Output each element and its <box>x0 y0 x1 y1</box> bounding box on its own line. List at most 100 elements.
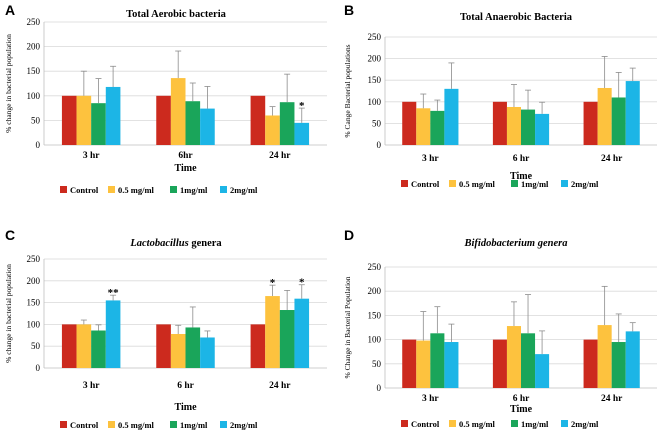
legend-swatch <box>401 180 408 187</box>
legend-swatch <box>60 186 67 193</box>
bar-control <box>61 95 77 145</box>
y-axis-label: % change in bacterial population <box>4 34 13 133</box>
bar-control <box>492 101 507 145</box>
bar-control <box>402 339 417 388</box>
bar-control <box>250 324 266 368</box>
legend-label: 0.5 mg/ml <box>459 419 496 429</box>
bar-1mg-ml <box>185 327 201 368</box>
legend-label: 1mg/ml <box>180 185 208 195</box>
chart-title-italic: Lactobacillus <box>129 238 188 249</box>
bar-0-5-mg-ml <box>416 340 431 388</box>
x-tick-label: 3 hr <box>83 151 100 161</box>
bar-1mg-ml <box>91 330 106 368</box>
bar-1mg-ml <box>611 342 626 388</box>
y-tick-label: 50 <box>372 359 382 369</box>
bar-0-5-mg-ml <box>76 95 92 145</box>
panel-letter: D <box>344 227 354 243</box>
bar-2mg-ml <box>535 354 550 388</box>
bar-1mg-ml <box>185 101 201 145</box>
y-axis-label: % change in bacterial population <box>4 264 13 363</box>
y-tick-label: 0 <box>377 383 382 393</box>
y-axis-label: % Cange Bacterial populations <box>343 44 352 137</box>
bar-2mg-ml <box>294 298 310 368</box>
bar-1mg-ml <box>279 310 295 368</box>
legend-label: 0.5 mg/ml <box>459 179 496 189</box>
legend-swatch <box>220 186 227 193</box>
legend: Control 0.5 mg/ml 1mg/ml 2mg/ml <box>60 420 258 430</box>
bar-1mg-ml <box>430 333 445 388</box>
y-tick-label: 200 <box>27 42 41 52</box>
panel-letter: A <box>5 2 15 18</box>
y-tick-label: 100 <box>368 335 382 345</box>
y-tick-label: 150 <box>368 310 382 320</box>
bar-1mg-ml <box>91 103 106 145</box>
bar-1mg-ml <box>521 333 536 388</box>
x-axis-label: Time <box>510 171 533 182</box>
legend-label: 2mg/ml <box>230 185 258 195</box>
legend-swatch <box>561 180 568 187</box>
bar-0-5-mg-ml <box>265 296 280 368</box>
y-tick-label: 0 <box>36 363 41 373</box>
panel-letter: C <box>5 227 15 243</box>
y-tick-label: 250 <box>368 32 382 42</box>
legend-swatch <box>220 421 227 428</box>
chart-title: Bifidobacterium genera <box>464 238 568 249</box>
x-axis-label: Time <box>174 163 197 174</box>
bar-control <box>583 339 598 388</box>
legend-label: 2mg/ml <box>571 179 599 189</box>
bar-2mg-ml <box>625 81 640 145</box>
x-tick-label: 24 hr <box>601 154 623 164</box>
significance-marker: * <box>299 100 305 112</box>
y-tick-label: 250 <box>27 254 41 264</box>
legend-swatch <box>449 180 456 187</box>
legend: Control 0.5 mg/ml 1mg/ml 2mg/ml <box>401 179 599 189</box>
bar-control <box>156 324 171 368</box>
chart-panel-a: A Total Aerobic bacteria 0 50 100 150 200 250 % … <box>4 2 327 195</box>
bar-0-5-mg-ml <box>170 333 186 368</box>
x-tick-label: 6hr <box>178 151 193 161</box>
y-tick-label: 250 <box>368 262 382 272</box>
y-tick-label: 150 <box>27 298 41 308</box>
y-tick-label: 50 <box>31 341 41 351</box>
bar-2mg-ml <box>625 331 640 388</box>
x-tick-label: 6 hr <box>177 381 194 391</box>
chart-title-rest: genera <box>189 238 223 249</box>
panel-letter: B <box>344 2 354 18</box>
legend-swatch <box>170 186 177 193</box>
legend-swatch <box>511 180 518 187</box>
bar-0-5-mg-ml <box>76 324 92 368</box>
legend-label: 1mg/ml <box>521 419 549 429</box>
bar-control <box>250 95 266 145</box>
bar-2mg-ml <box>535 113 550 145</box>
bar-0-5-mg-ml <box>416 108 431 145</box>
y-tick-label: 150 <box>27 66 41 76</box>
x-axis-label: Time <box>510 404 533 415</box>
x-tick-label: 3 hr <box>83 381 100 391</box>
x-tick-label: 24 hr <box>269 151 291 161</box>
y-tick-label: 100 <box>368 97 382 107</box>
legend-swatch <box>561 420 568 427</box>
x-tick-label: 3 hr <box>422 394 439 404</box>
x-tick-label: 6 hr <box>513 154 530 164</box>
legend-swatch <box>60 421 67 428</box>
legend-swatch <box>449 420 456 427</box>
y-tick-label: 0 <box>377 140 382 150</box>
y-tick-label: 150 <box>368 75 382 85</box>
legend-label: 1mg/ml <box>180 420 208 430</box>
x-tick-label: 6 hr <box>513 394 530 404</box>
y-tick-label: 50 <box>31 115 41 125</box>
bar-control <box>156 95 171 145</box>
legend-swatch <box>170 421 177 428</box>
legend-swatch <box>108 421 115 428</box>
legend-label: 1mg/ml <box>521 179 549 189</box>
bar-0-5-mg-ml <box>265 115 280 145</box>
bar-1mg-ml <box>279 102 295 145</box>
bar-control <box>583 101 598 145</box>
bar-0-5-mg-ml <box>170 78 186 145</box>
bar-2mg-ml <box>444 88 459 145</box>
y-tick-label: 0 <box>36 140 41 150</box>
legend-label: Control <box>411 179 440 189</box>
bar-1mg-ml <box>521 109 536 145</box>
legend-label: Control <box>70 185 99 195</box>
